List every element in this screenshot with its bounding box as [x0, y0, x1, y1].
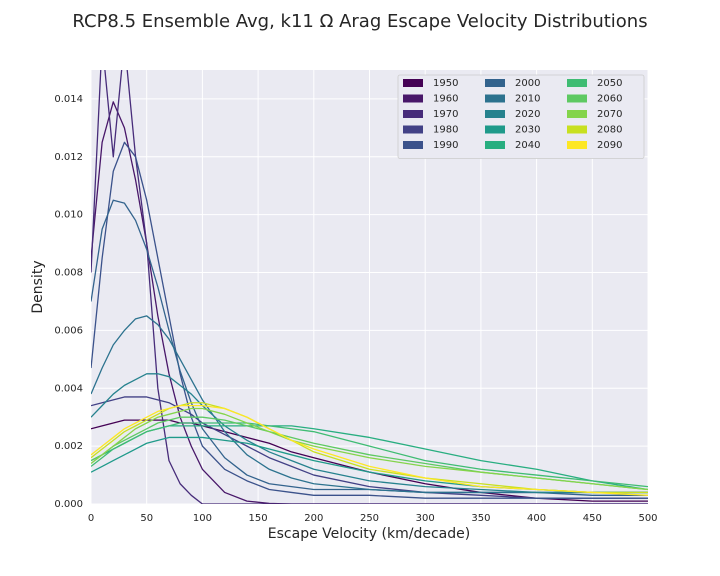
series-line: [91, 141, 648, 499]
legend-swatch: [403, 110, 423, 118]
legend-swatch: [567, 141, 587, 149]
legend-swatch: [485, 141, 505, 149]
series-line: [91, 404, 648, 496]
legend-swatch: [403, 79, 423, 87]
series-line: [91, 407, 648, 491]
legend-swatch: [485, 79, 505, 87]
legend-swatch: [403, 125, 423, 134]
y-tick-label: 0.012: [54, 152, 83, 163]
x-tick-label: 100: [193, 513, 212, 524]
x-tick-label: 300: [416, 513, 435, 524]
y-tick-label: 0.006: [54, 325, 83, 336]
x-tick-label: 0: [88, 513, 94, 524]
series-line: [91, 436, 648, 494]
legend-label: 1950: [433, 78, 458, 89]
y-axis-label: Density: [30, 260, 46, 313]
legend-label: 2080: [597, 125, 622, 136]
legend-swatch: [567, 125, 587, 134]
x-axis-label: Escape Velocity (km/decade): [268, 526, 470, 542]
series-line: [91, 373, 648, 494]
legend-swatch: [485, 110, 505, 118]
legend-label: 2020: [515, 109, 540, 120]
legend-label: 2060: [597, 94, 622, 105]
legend-swatch: [403, 94, 423, 103]
series-line: [91, 101, 648, 504]
legend-label: 2000: [515, 78, 540, 89]
legend-label: 2050: [597, 78, 622, 89]
legend-swatch: [567, 79, 587, 87]
series-line: [91, 396, 648, 499]
series-line: [91, 70, 648, 504]
y-tick-label: 0.008: [54, 268, 83, 279]
legend-label: 1960: [433, 94, 458, 105]
x-tick-label: 150: [249, 513, 268, 524]
legend-label: 1970: [433, 109, 458, 120]
legend-label: 1990: [433, 140, 458, 151]
x-tick-label: 250: [360, 513, 379, 524]
y-tick-label: 0.010: [54, 210, 83, 221]
legend-label: 2090: [597, 140, 622, 151]
legend-swatch: [403, 141, 423, 149]
legend-label: 2070: [597, 109, 622, 120]
y-tick-label: 0.000: [54, 499, 83, 510]
x-tick-label: 50: [140, 513, 153, 524]
y-tick-label: 0.014: [54, 94, 83, 105]
legend-label: 2030: [515, 125, 540, 136]
legend-label: 2010: [515, 94, 540, 105]
legend-label: 2040: [515, 140, 540, 151]
y-tick-label: 0.002: [54, 441, 83, 452]
legend-swatch: [485, 125, 505, 134]
series-line: [91, 402, 648, 494]
x-tick-label: 350: [471, 513, 490, 524]
x-tick-label: 400: [527, 513, 546, 524]
legend-label: 1980: [433, 125, 458, 136]
legend-swatch: [567, 94, 587, 103]
x-tick-label: 200: [304, 513, 323, 524]
series-line: [91, 422, 648, 488]
legend-swatch: [567, 110, 587, 118]
chart-title: RCP8.5 Ensemble Avg, k11 Ω Arag Escape V…: [72, 11, 647, 32]
legend-swatch: [485, 94, 505, 103]
x-tick-label: 450: [583, 513, 602, 524]
x-tick-label: 500: [638, 513, 657, 524]
y-tick-label: 0.004: [54, 383, 83, 394]
series-line: [91, 416, 648, 491]
